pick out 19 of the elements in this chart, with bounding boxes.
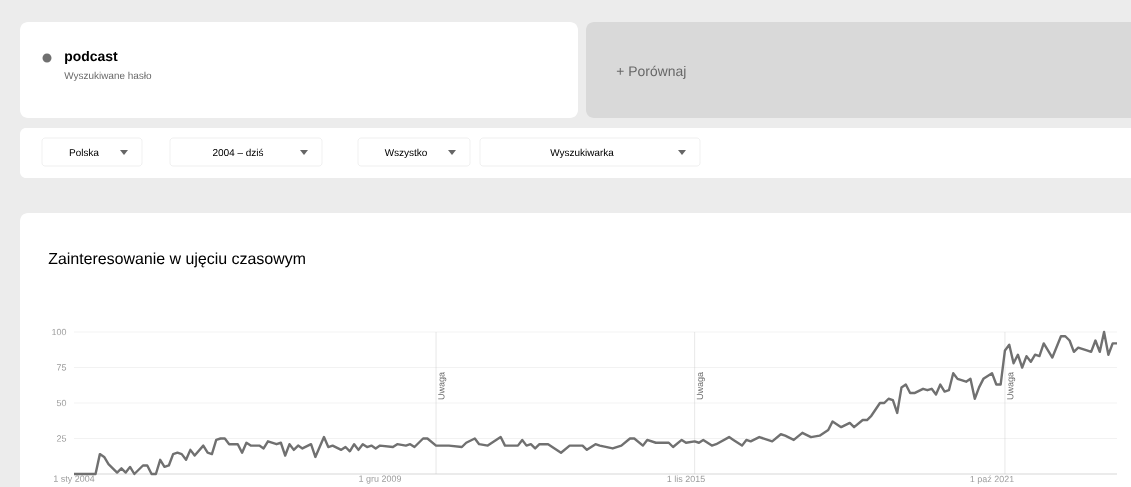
ref-line-label: Uwaga bbox=[438, 372, 447, 400]
x-tick-label: 1 gru 2009 bbox=[359, 475, 401, 484]
ref-line-label: Uwaga bbox=[1007, 372, 1016, 400]
legend-label: podcast bbox=[65, 50, 118, 64]
x-tick-label: 1 lis 2015 bbox=[667, 475, 705, 483]
y-tick-label: 100 bbox=[52, 328, 67, 336]
text: Wyszukiwarka bbox=[550, 148, 614, 159]
text: 2004 – dziś bbox=[213, 148, 264, 157]
y-tick-label: 75 bbox=[56, 364, 67, 371]
x-tick-label: 1 paź 2021 bbox=[970, 475, 1014, 484]
text: Wszystko bbox=[384, 148, 427, 159]
ref-line-label: Uwaga bbox=[696, 372, 705, 400]
x-tick-label: 1 sty 2004 bbox=[54, 475, 95, 484]
y-tick-label: 25 bbox=[56, 435, 67, 442]
text: + Porównaj bbox=[616, 65, 686, 79]
text: Polska bbox=[69, 148, 99, 157]
chart-subtitle: Wyszukiwane hasło bbox=[64, 71, 152, 82]
y-tick-label: 50 bbox=[56, 399, 67, 407]
chart-title: Zainteresowanie w ujęciu czasowym bbox=[48, 252, 305, 268]
